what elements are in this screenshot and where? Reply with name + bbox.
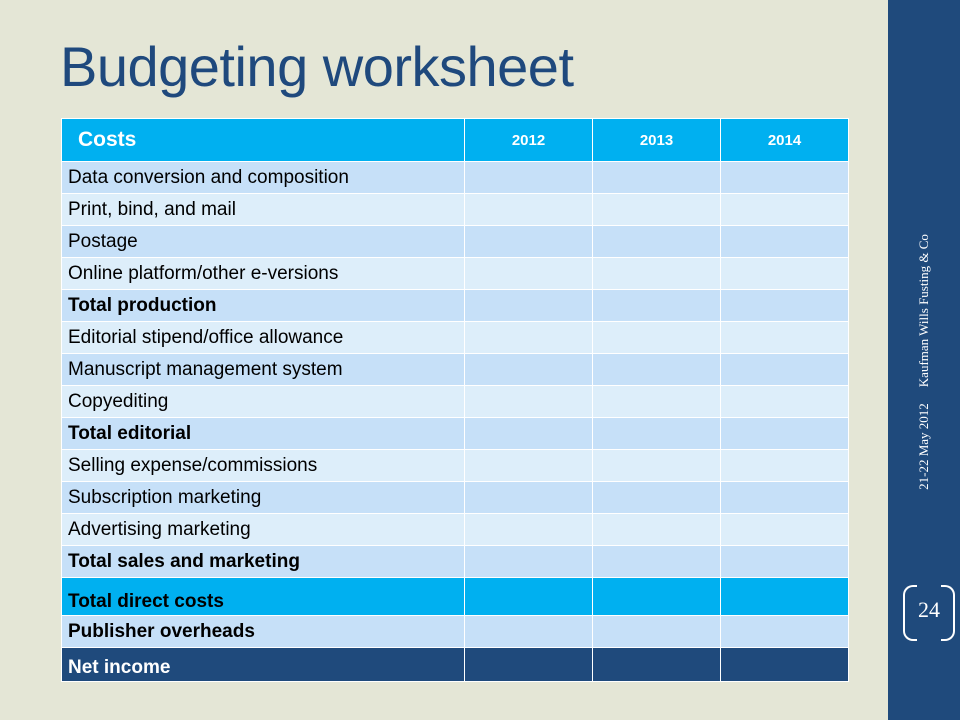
left-brace-icon xyxy=(903,585,917,641)
table-row: Advertising marketing xyxy=(61,513,849,546)
total-editorial-row: Total editorial xyxy=(61,417,849,450)
cell-2012 xyxy=(464,577,593,616)
table-row: Postage xyxy=(61,225,849,258)
cell-2013 xyxy=(592,449,721,482)
cell-2014 xyxy=(720,353,849,386)
cell-2014 xyxy=(720,577,849,616)
row-label: Manuscript management system xyxy=(61,353,465,386)
table-row: Manuscript management system xyxy=(61,353,849,386)
cell-2012 xyxy=(464,161,593,194)
row-label: Print, bind, and mail xyxy=(61,193,465,226)
cell-2012 xyxy=(464,647,593,682)
cell-2012 xyxy=(464,225,593,258)
row-label: Copyediting xyxy=(61,385,465,418)
row-label: Online platform/other e-versions xyxy=(61,257,465,290)
row-label: Total editorial xyxy=(61,417,465,450)
row-label: Subscription marketing xyxy=(61,481,465,514)
cell-2013 xyxy=(592,353,721,386)
total-production-row: Total production xyxy=(61,289,849,322)
cell-2013 xyxy=(592,481,721,514)
cell-2012 xyxy=(464,385,593,418)
cell-2014 xyxy=(720,225,849,258)
total-direct-costs-row: Total direct costs xyxy=(61,577,849,616)
table-row: Editorial stipend/office allowance xyxy=(61,321,849,354)
cell-2013 xyxy=(592,225,721,258)
page-number: 24 xyxy=(918,597,940,622)
cell-2014 xyxy=(720,417,849,450)
cell-2013 xyxy=(592,577,721,616)
side-date: 21-22 May 2012 xyxy=(916,403,931,490)
row-label: Data conversion and composition xyxy=(61,161,465,194)
net-income-row: Net income xyxy=(61,647,849,682)
side-organization: Kaufman Wills Fusting & Co xyxy=(916,234,931,388)
table-row: Subscription marketing xyxy=(61,481,849,514)
slide-title: Budgeting worksheet xyxy=(60,35,574,98)
cell-2013 xyxy=(592,161,721,194)
cell-2014 xyxy=(720,321,849,354)
cell-2013 xyxy=(592,385,721,418)
cell-2013 xyxy=(592,647,721,682)
cell-2014 xyxy=(720,513,849,546)
cell-2012 xyxy=(464,417,593,450)
row-label: Editorial stipend/office allowance xyxy=(61,321,465,354)
cell-2012 xyxy=(464,545,593,578)
table-header-row: Costs 2012 2013 2014 xyxy=(61,118,849,162)
header-year-2012: 2012 xyxy=(464,118,593,162)
cell-2012 xyxy=(464,193,593,226)
cell-2014 xyxy=(720,161,849,194)
cell-2013 xyxy=(592,417,721,450)
budget-table: Costs 2012 2013 2014 Data conversion and… xyxy=(61,118,849,682)
right-brace-icon xyxy=(941,585,955,641)
cell-2012 xyxy=(464,481,593,514)
cell-2012 xyxy=(464,513,593,546)
row-label: Net income xyxy=(61,647,465,682)
cell-2014 xyxy=(720,449,849,482)
cell-2014 xyxy=(720,257,849,290)
cell-2013 xyxy=(592,545,721,578)
cell-2012 xyxy=(464,321,593,354)
cell-2014 xyxy=(720,481,849,514)
cell-2012 xyxy=(464,353,593,386)
cell-2013 xyxy=(592,513,721,546)
cell-2012 xyxy=(464,257,593,290)
cell-2013 xyxy=(592,615,721,648)
row-label: Postage xyxy=(61,225,465,258)
cell-2012 xyxy=(464,615,593,648)
cell-2014 xyxy=(720,193,849,226)
cell-2014 xyxy=(720,615,849,648)
row-label: Total sales and marketing xyxy=(61,545,465,578)
side-bar xyxy=(888,0,960,720)
table-row: Data conversion and composition xyxy=(61,161,849,194)
row-label: Total production xyxy=(61,289,465,322)
table-row: Selling expense/commissions xyxy=(61,449,849,482)
page-number-box: 24 xyxy=(903,585,955,645)
row-label: Advertising marketing xyxy=(61,513,465,546)
cell-2013 xyxy=(592,289,721,322)
table-row: Print, bind, and mail xyxy=(61,193,849,226)
cell-2013 xyxy=(592,321,721,354)
cell-2014 xyxy=(720,545,849,578)
cell-2014 xyxy=(720,289,849,322)
side-footer-text: 21-22 May 2012 Kaufman Wills Fusting & Co xyxy=(916,234,932,490)
table-row: Copyediting xyxy=(61,385,849,418)
header-year-2013: 2013 xyxy=(592,118,721,162)
table-row: Online platform/other e-versions xyxy=(61,257,849,290)
row-label: Selling expense/commissions xyxy=(61,449,465,482)
header-costs: Costs xyxy=(61,118,465,162)
row-label: Publisher overheads xyxy=(61,615,465,648)
header-year-2014: 2014 xyxy=(720,118,849,162)
row-label: Total direct costs xyxy=(61,577,465,616)
cell-2014 xyxy=(720,647,849,682)
cell-2014 xyxy=(720,385,849,418)
total-sales-marketing-row: Total sales and marketing xyxy=(61,545,849,578)
cell-2012 xyxy=(464,449,593,482)
cell-2013 xyxy=(592,193,721,226)
cell-2012 xyxy=(464,289,593,322)
publisher-overheads-row: Publisher overheads xyxy=(61,615,849,648)
cell-2013 xyxy=(592,257,721,290)
